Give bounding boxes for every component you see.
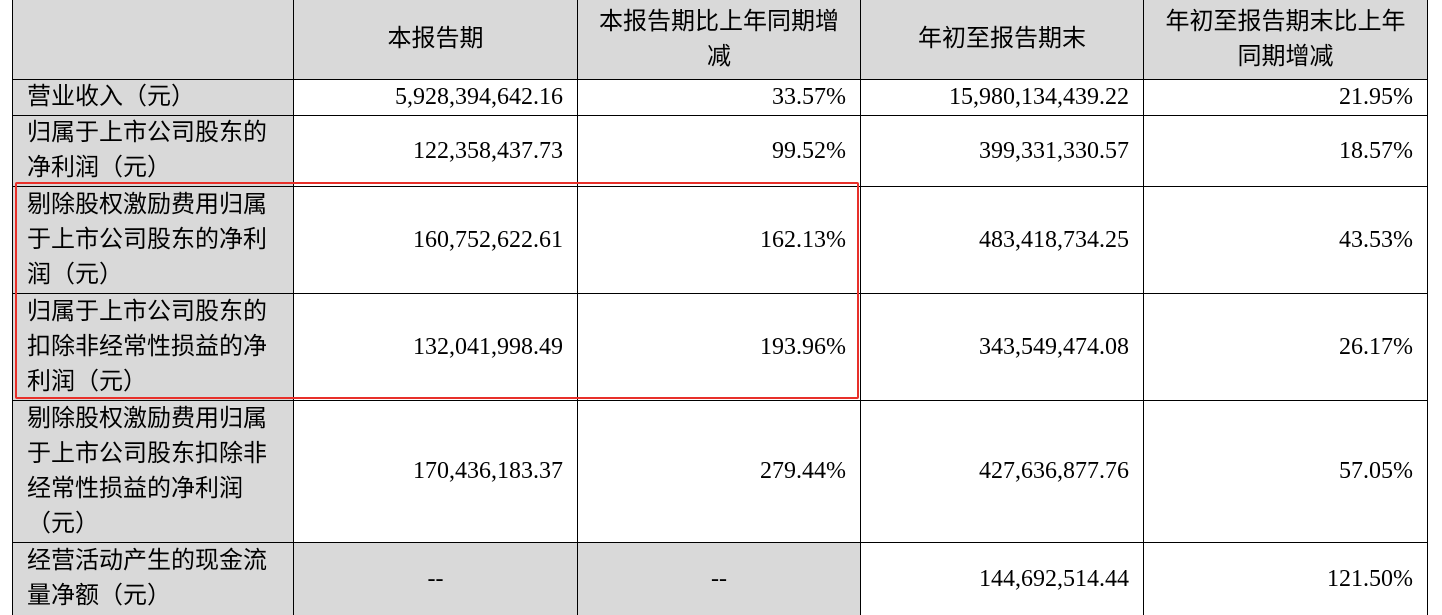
cell-value: -- [577, 542, 861, 615]
cell-value: 21.95% [1143, 79, 1428, 116]
cell-value: 122,358,437.73 [293, 115, 578, 187]
header-row: 本报告期 本报告期比上年同期增减 年初至报告期末 年初至报告期末比上年同期增减 [12, 0, 1428, 80]
table-row: 剔除股权激励费用归属于上市公司股东扣除非经常性损益的净利润（元） 170,436,… [12, 400, 1428, 543]
cell-value: 18.57% [1143, 115, 1428, 187]
cell-value: 343,549,474.08 [860, 293, 1144, 401]
cell-value: 43.53% [1143, 186, 1428, 294]
row-label: 归属于上市公司股东的扣除非经常性损益的净利润（元） [12, 293, 294, 401]
table-row: 经营活动产生的现金流量净额（元） -- -- 144,692,514.44 121.50… [12, 542, 1428, 615]
cell-value: 483,418,734.25 [860, 186, 1144, 294]
cell-value: 33.57% [577, 79, 861, 116]
row-label: 剔除股权激励费用归属于上市公司股东的净利润（元） [12, 186, 294, 294]
cell-value: 399,331,330.57 [860, 115, 1144, 187]
column-header: 年初至报告期末比上年同期增减 [1143, 0, 1428, 80]
cell-value: 279.44% [577, 400, 861, 543]
cell-value: 26.17% [1143, 293, 1428, 401]
cell-value: 193.96% [577, 293, 861, 401]
row-label: 经营活动产生的现金流量净额（元） [12, 542, 294, 615]
financial-table: 本报告期 本报告期比上年同期增减 年初至报告期末 年初至报告期末比上年同期增减 营业收… [12, 0, 1428, 615]
table-row: 归属于上市公司股东的净利润（元） 122,358,437.73 99.52% 399,… [12, 115, 1428, 187]
row-label: 归属于上市公司股东的净利润（元） [12, 115, 294, 187]
cell-value: 99.52% [577, 115, 861, 187]
cell-value: 160,752,622.61 [293, 186, 578, 294]
cell-value: 170,436,183.37 [293, 400, 578, 543]
cell-value: 427,636,877.76 [860, 400, 1144, 543]
header-corner [12, 0, 294, 80]
row-label: 营业收入（元） [12, 79, 294, 116]
cell-value: 121.50% [1143, 542, 1428, 615]
cell-value: 132,041,998.49 [293, 293, 578, 401]
cell-value: 57.05% [1143, 400, 1428, 543]
cell-value: 162.13% [577, 186, 861, 294]
cell-value: 144,692,514.44 [860, 542, 1144, 615]
cell-value: 15,980,134,439.22 [860, 79, 1144, 116]
column-header: 年初至报告期末 [860, 0, 1144, 80]
table-row: 剔除股权激励费用归属于上市公司股东的净利润（元） 160,752,622.61 16… [12, 186, 1428, 294]
row-label: 剔除股权激励费用归属于上市公司股东扣除非经常性损益的净利润（元） [12, 400, 294, 543]
column-header: 本报告期 [293, 0, 578, 80]
cell-value: -- [293, 542, 578, 615]
column-header: 本报告期比上年同期增减 [577, 0, 861, 80]
table-row: 营业收入（元） 5,928,394,642.16 33.57% 15,980,134,… [12, 79, 1428, 116]
table-row: 归属于上市公司股东的扣除非经常性损益的净利润（元） 132,041,998.49 1… [12, 293, 1428, 401]
cell-value: 5,928,394,642.16 [293, 79, 578, 116]
table-body: 营业收入（元） 5,928,394,642.16 33.57% 15,980,134,… [12, 79, 1428, 615]
